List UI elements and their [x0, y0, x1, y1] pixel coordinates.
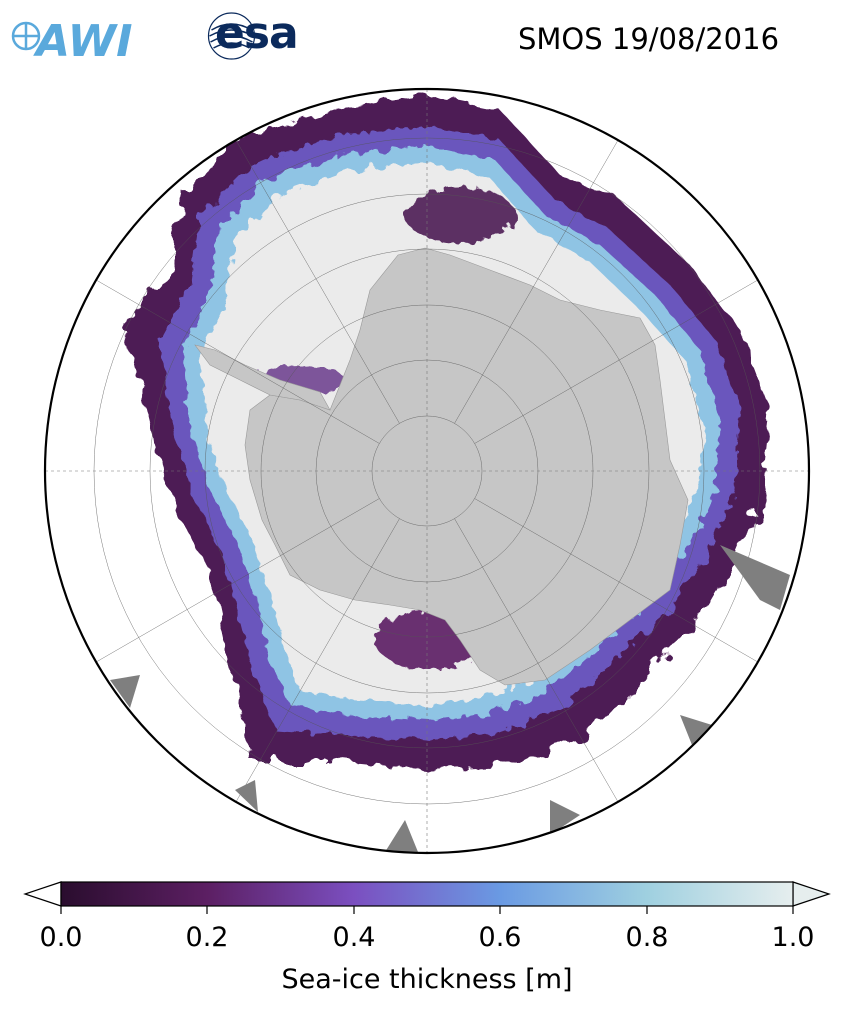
antarctic-peninsula — [194, 344, 331, 411]
header: AWI esa SMOS 19/08/2016 — [0, 0, 854, 80]
colorbar-label: Sea-ice thickness [m] — [281, 964, 573, 995]
map-boundary — [43, 87, 811, 855]
meridian-line — [454, 518, 623, 809]
meridian-line — [454, 133, 623, 424]
graticule-axes — [45, 89, 809, 853]
meridian-line — [474, 498, 765, 667]
awi-logo-text: AWI — [33, 16, 133, 64]
distant-land — [110, 545, 790, 852]
map-title: SMOS 19/08/2016 — [518, 22, 780, 56]
awi-logo: AWI — [11, 16, 133, 64]
colorbar — [23, 881, 831, 914]
colorbar-tick-label: 0.6 — [478, 922, 522, 953]
colorbar-tick-label: 0.2 — [185, 922, 229, 953]
colorbar-gradient — [60, 881, 794, 907]
colorbar-tick-label: 0.4 — [332, 922, 376, 953]
meridian-line — [89, 275, 380, 444]
antarctic-sea-ice-map — [43, 87, 811, 855]
colorbar-over-extension — [792, 881, 831, 907]
colorbar-tick-label: 1.0 — [771, 922, 815, 953]
colorbar-ticks — [60, 906, 794, 914]
colorbar-tick-label: 0.0 — [39, 922, 83, 953]
meridian-line — [89, 498, 380, 667]
meridian-line — [474, 275, 765, 444]
meridian-line — [231, 518, 400, 809]
weddell-thin-patch — [405, 187, 515, 243]
esa-logo-text: esa — [215, 8, 299, 59]
meridian-line — [231, 133, 400, 424]
esa-logo — [207, 12, 256, 60]
colorbar-under-extension — [23, 881, 62, 907]
colorbar-tick-label: 0.8 — [625, 922, 669, 953]
